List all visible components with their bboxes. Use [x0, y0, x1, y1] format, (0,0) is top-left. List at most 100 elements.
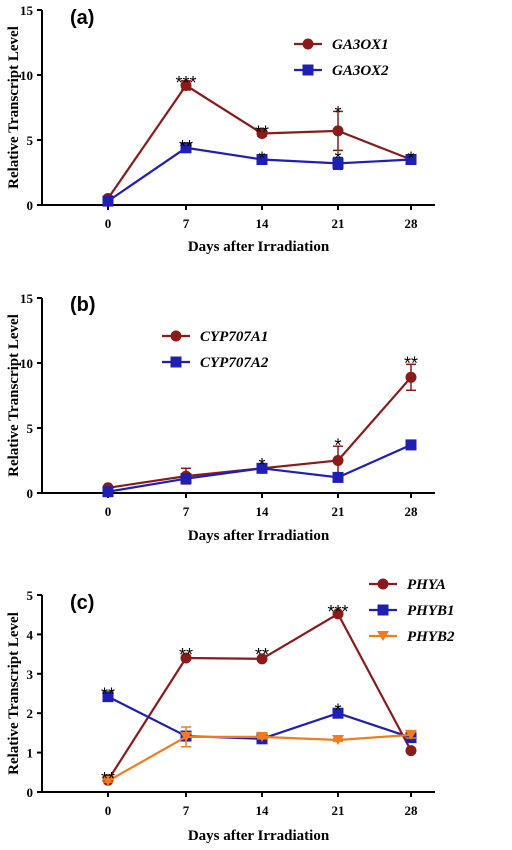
significance-label: **: [404, 353, 418, 373]
chart-panel-0: 0 5 10 15 0 7 14 21 28 Days after Irradiation Rela…: [6, 3, 435, 255]
legend-marker: [377, 578, 389, 590]
x-axis-title: Days after Irradiation: [188, 528, 330, 544]
x-tick-label: 7: [183, 216, 190, 231]
series-PHYB2: [102, 726, 417, 786]
y-tick-label: 5: [27, 421, 34, 436]
legend-marker: [377, 604, 389, 616]
chart-panel-2: 0 1 2 3 4 5 0 7 14 21 28 Days after Irradiation Rela…: [6, 577, 455, 844]
chart-panel-1: 0 5 10 15 0 7 14 21 28 Days after Irradiation Rela…: [6, 291, 435, 544]
data-point: [332, 125, 344, 137]
legend-label: GA3OX1: [332, 37, 389, 53]
data-point: [405, 371, 417, 383]
legend-marker: [377, 631, 389, 641]
y-tick-label: 0: [27, 785, 34, 800]
y-tick-label: 0: [27, 198, 34, 213]
y-tick-label: 5: [27, 588, 34, 603]
significance-label: **: [179, 137, 193, 157]
significance-label: *: [407, 149, 414, 169]
data-point: [256, 731, 268, 742]
x-tick-label: 7: [183, 504, 190, 519]
legend-label: PHYB2: [407, 629, 455, 645]
series-GA3OX2: [102, 142, 417, 207]
x-tick-label: 21: [332, 504, 345, 519]
y-axis-title: Relative Transcript Level: [6, 26, 22, 189]
x-tick-label: 0: [105, 803, 112, 818]
x-tick-label: 21: [332, 216, 345, 231]
significance-label: **: [255, 123, 269, 143]
y-tick-label: 0: [27, 486, 34, 501]
y-tick-label: 1: [27, 746, 34, 761]
data-point: [405, 154, 417, 165]
data-point: [332, 734, 344, 745]
data-point: [102, 486, 114, 498]
legend-label: CYP707A2: [200, 355, 269, 371]
data-point: [256, 653, 268, 665]
series-PHYA: [102, 608, 417, 786]
data-point: [180, 142, 192, 154]
y-tick-label: 5: [27, 133, 34, 148]
significance-label: **: [179, 645, 193, 665]
y-tick-label: 3: [27, 667, 34, 682]
data-point: [405, 729, 417, 740]
significance-label: *: [334, 700, 341, 720]
data-point: [405, 745, 417, 757]
significance-label: *: [334, 149, 341, 169]
significance-label: *: [258, 455, 265, 475]
x-tick-label: 14: [256, 216, 270, 231]
legend-label: CYP707A1: [200, 329, 268, 345]
x-tick-label: 7: [183, 803, 190, 818]
legend-label: PHYB1: [407, 603, 455, 619]
y-tick-label: 10: [20, 356, 33, 371]
data-point: [102, 775, 114, 786]
panel-label: (a): [70, 7, 94, 29]
x-tick-label: 14: [256, 803, 270, 818]
legend-marker: [170, 330, 182, 342]
y-axis-title: Relative Transcript Level: [6, 612, 22, 775]
panel-label: (c): [70, 592, 94, 614]
x-tick-label: 28: [405, 504, 419, 519]
legend-marker: [170, 356, 182, 368]
data-point: [332, 157, 344, 169]
legend-marker: [302, 64, 314, 76]
y-tick-label: 4: [27, 627, 34, 642]
x-axis-title: Days after Irradiation: [188, 828, 330, 844]
data-point: [256, 128, 268, 139]
legend-label: PHYA: [407, 577, 446, 593]
x-axis-title: Days after Irradiation: [188, 239, 330, 255]
data-point: [102, 691, 114, 703]
significance-label: ***: [175, 73, 196, 93]
x-tick-label: 28: [405, 216, 419, 231]
x-tick-label: 21: [332, 803, 345, 818]
data-point: [256, 154, 268, 165]
data-point: [256, 462, 268, 474]
significance-label: **: [101, 769, 115, 789]
series-CYP707A2: [102, 439, 417, 498]
data-point: [332, 455, 344, 466]
legend-label: GA3OX2: [332, 63, 389, 79]
significance-label: *: [334, 103, 341, 123]
data-point: [180, 473, 192, 485]
x-tick-label: 0: [105, 216, 112, 231]
y-tick-label: 2: [27, 706, 34, 721]
significance-label: *: [258, 149, 265, 169]
y-tick-label: 15: [20, 291, 34, 306]
significance-label: **: [101, 685, 115, 705]
panel-label: (b): [70, 294, 96, 316]
y-axis-title: Relative Transcript Level: [6, 314, 22, 477]
legend-marker: [302, 38, 314, 50]
data-point: [180, 731, 192, 742]
data-point: [332, 707, 344, 719]
x-tick-label: 0: [105, 504, 112, 519]
data-point: [180, 652, 192, 664]
significance-label: *: [334, 435, 341, 455]
y-tick-label: 15: [20, 3, 34, 18]
data-point: [332, 471, 344, 483]
data-point: [332, 608, 344, 620]
significance-label: ***: [327, 602, 348, 622]
significance-label: **: [255, 645, 269, 665]
x-tick-label: 14: [256, 504, 270, 519]
data-point: [180, 79, 192, 91]
data-point: [102, 195, 114, 207]
y-tick-label: 10: [20, 68, 33, 83]
